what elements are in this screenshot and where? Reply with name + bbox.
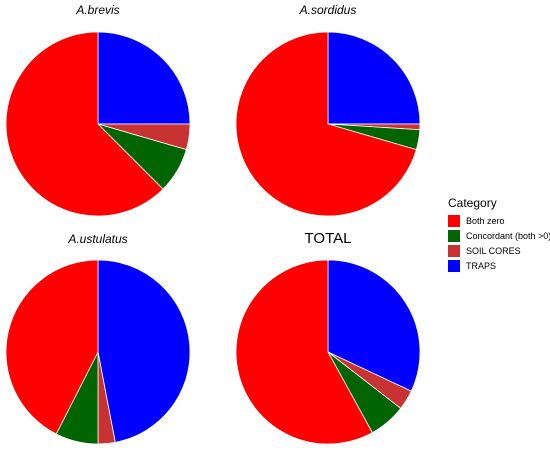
legend-swatch [448,230,460,242]
pie-slice-both-zero [235,31,417,217]
pie-slice-traps [327,259,421,392]
panel-title-a-brevis: A.brevis [76,3,120,17]
legend-item-both-zero: Both zero [448,214,550,228]
pie-a-brevis [5,31,191,217]
pie-slice-both-zero [5,31,164,217]
panel-title-a-sordidus: A.sordidus [299,3,357,17]
pie-slice-traps [97,259,191,443]
panel-title-total: TOTAL [304,230,352,247]
legend-label: Both zero [466,216,505,226]
pie-a-ustulatus [5,259,191,445]
legend-swatch [448,260,460,272]
pie-total [235,259,421,445]
legend-swatch [448,245,460,257]
pie-a-sordidus [235,31,421,217]
legend-swatch [448,215,460,227]
legend-item-concordant: Concordant (both >0) [448,229,550,243]
legend-label: SOIL CORES [466,246,521,256]
legend-label: TRAPS [466,261,497,271]
legend: Category Both zero Concordant (both >0) … [448,196,550,274]
legend-label: Concordant (both >0) [466,231,550,241]
legend-item-soil-cores: SOIL CORES [448,244,550,258]
legend-item-traps: TRAPS [448,259,550,273]
pie-slice-traps [327,31,421,125]
pie-slice-traps [97,31,191,125]
pie-slice-both-zero [5,259,99,435]
legend-title: Category [448,196,497,210]
panel-title-a-ustulatus: A.ustulatus [68,232,128,246]
